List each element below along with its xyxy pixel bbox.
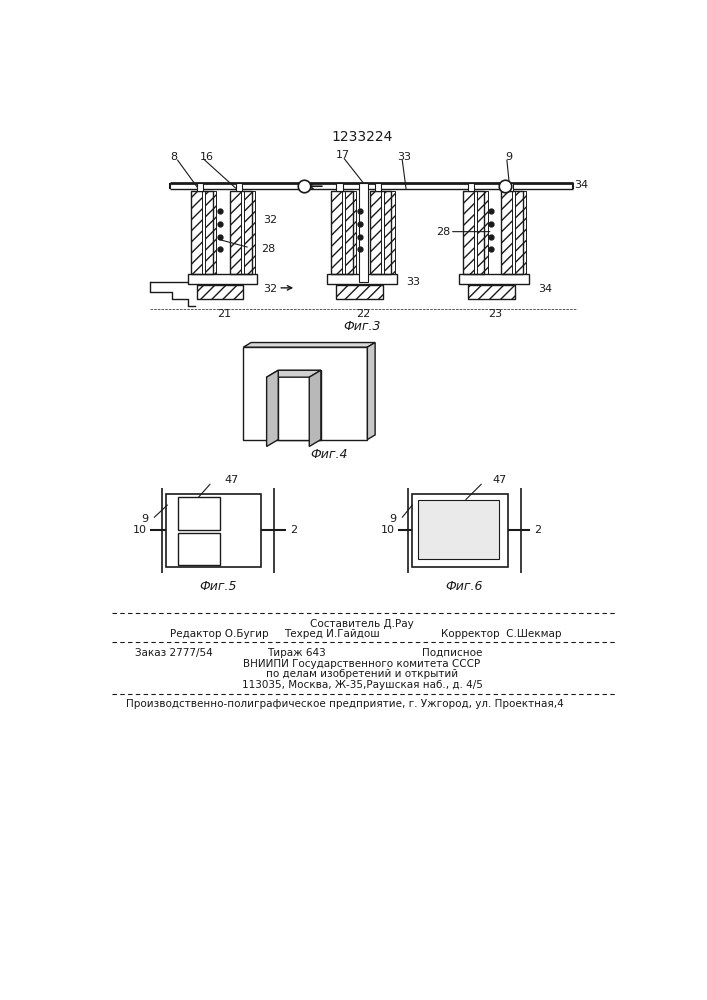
Bar: [230, 191, 252, 274]
Bar: [345, 191, 356, 274]
Text: 47: 47: [492, 475, 506, 485]
Bar: [197, 183, 203, 191]
Bar: [507, 183, 513, 191]
Text: Составитель Д.Рау: Составитель Д.Рау: [310, 619, 414, 629]
Bar: [501, 191, 523, 274]
Text: Фиг.3: Фиг.3: [343, 320, 380, 333]
Text: Тираж 643: Тираж 643: [267, 648, 325, 658]
Bar: [462, 191, 474, 274]
Text: 22: 22: [356, 309, 370, 319]
Text: 34: 34: [574, 180, 588, 190]
Text: 21: 21: [217, 309, 231, 319]
Bar: [192, 191, 202, 274]
Text: Производственно-полиграфическое предприятие, г. Ужгород, ул. Проектная,4: Производственно-полиграфическое предприя…: [126, 699, 563, 709]
Text: 33: 33: [397, 152, 411, 162]
Bar: [468, 285, 515, 299]
Bar: [501, 191, 513, 274]
Text: 9: 9: [141, 514, 149, 524]
Text: Фиг.4: Фиг.4: [310, 448, 347, 461]
Bar: [235, 183, 242, 191]
Bar: [331, 191, 353, 274]
Text: 2: 2: [290, 525, 297, 535]
Bar: [197, 285, 243, 299]
Polygon shape: [279, 370, 321, 440]
Bar: [337, 285, 383, 299]
Bar: [375, 183, 381, 191]
Text: 28: 28: [436, 227, 450, 237]
Text: 28: 28: [261, 244, 276, 254]
Polygon shape: [309, 370, 321, 446]
Text: по делам изобретений и открытий: по делам изобретений и открытий: [266, 669, 458, 679]
Bar: [459, 274, 529, 284]
Polygon shape: [267, 370, 279, 446]
Text: 17: 17: [336, 150, 350, 160]
Bar: [187, 274, 257, 284]
Bar: [197, 285, 243, 299]
Text: Редактор О.Бугир: Редактор О.Бугир: [170, 629, 269, 639]
Text: 2: 2: [534, 525, 541, 535]
Text: Корректор  С.Шекмар: Корректор С.Шекмар: [441, 629, 561, 639]
Text: 16: 16: [200, 152, 214, 162]
Text: Подписное: Подписное: [421, 648, 482, 658]
Bar: [411, 494, 508, 567]
Bar: [337, 285, 383, 299]
Text: Фиг.6: Фиг.6: [445, 580, 483, 593]
Text: 23: 23: [489, 309, 502, 319]
Bar: [418, 500, 499, 559]
Bar: [462, 191, 484, 274]
Bar: [206, 191, 216, 274]
Bar: [359, 183, 368, 282]
Polygon shape: [243, 343, 375, 347]
Bar: [192, 191, 213, 274]
Bar: [477, 191, 488, 274]
Bar: [468, 183, 474, 191]
Text: 10: 10: [380, 525, 395, 535]
Bar: [337, 183, 343, 191]
Bar: [327, 274, 397, 284]
Polygon shape: [368, 343, 375, 440]
Text: ВНИИПИ Государственного комитета СССР: ВНИИПИ Государственного комитета СССР: [243, 659, 481, 669]
Text: 32: 32: [263, 215, 277, 225]
Bar: [468, 285, 515, 299]
Bar: [166, 494, 261, 567]
Text: 8: 8: [170, 152, 177, 162]
Bar: [331, 191, 341, 274]
Text: Заказ 2777/54: Заказ 2777/54: [135, 648, 213, 658]
Bar: [370, 191, 392, 274]
Text: 9: 9: [390, 514, 397, 524]
Bar: [384, 191, 395, 274]
Text: 10: 10: [132, 525, 146, 535]
Text: 34: 34: [538, 284, 552, 294]
Text: Фиг.5: Фиг.5: [199, 580, 237, 593]
Bar: [230, 191, 241, 274]
Bar: [244, 191, 255, 274]
Bar: [515, 191, 526, 274]
Bar: [177, 497, 220, 530]
Text: 113035, Москва, Ж-35,Раушская наб., д. 4/5: 113035, Москва, Ж-35,Раушская наб., д. 4…: [242, 680, 482, 690]
Bar: [370, 191, 380, 274]
Text: 33: 33: [406, 277, 420, 287]
Text: 32: 32: [263, 284, 277, 294]
Text: Техред И.Гайдош: Техред И.Гайдош: [284, 629, 380, 639]
Polygon shape: [267, 370, 321, 377]
Bar: [177, 533, 220, 565]
Text: 9: 9: [506, 152, 513, 162]
Text: 1233224: 1233224: [332, 130, 392, 144]
Polygon shape: [243, 347, 368, 440]
Text: 47: 47: [225, 475, 239, 485]
